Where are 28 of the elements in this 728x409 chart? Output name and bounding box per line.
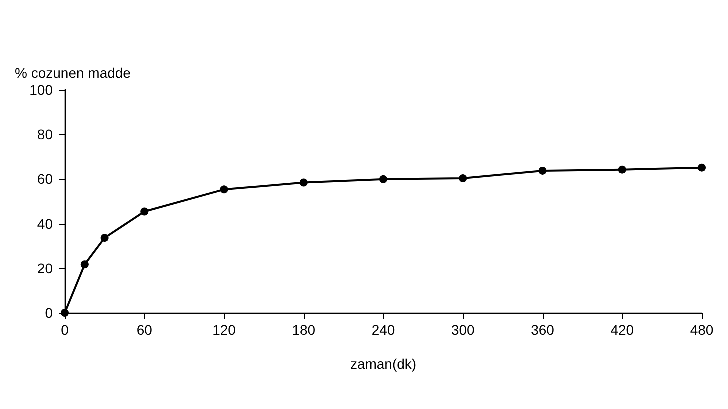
y-tick-label: 80 [37, 126, 54, 143]
point [538, 166, 547, 175]
x-tick-label: 300 [451, 322, 476, 338]
y-tick-label: 40 [37, 216, 54, 232]
point [380, 175, 388, 184]
x-tick-label: 240 [372, 322, 396, 338]
point [140, 208, 149, 216]
y-tick-label: 60 [37, 171, 54, 188]
x-tick-label: 60 [136, 322, 153, 338]
x-tick-label: 360 [531, 322, 555, 338]
y-tick-label: 100 [30, 82, 54, 98]
point [61, 309, 69, 317]
point [698, 164, 706, 172]
point [80, 260, 89, 269]
y-tick-label: 20 [37, 260, 54, 276]
point [618, 166, 626, 174]
x-tick-label: 180 [292, 322, 316, 338]
y-tick-label: 0 [45, 305, 54, 321]
x-axis-title: zaman(dk) [350, 356, 417, 372]
point [459, 174, 468, 183]
x-tick-label: 420 [610, 322, 634, 338]
point [300, 178, 308, 187]
x-tick-label: 480 [690, 322, 714, 338]
y-axis-title: % cozunen madde [15, 65, 132, 81]
x-tick-label: 0 [61, 322, 70, 338]
point [100, 234, 109, 242]
point [220, 186, 228, 194]
x-tick-label: 120 [212, 322, 236, 338]
